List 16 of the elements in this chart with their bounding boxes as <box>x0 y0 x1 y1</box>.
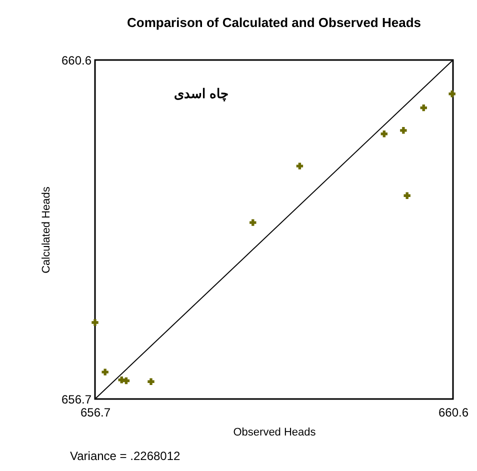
point <box>122 377 130 384</box>
point <box>400 127 407 134</box>
point <box>92 319 98 326</box>
point <box>380 130 388 138</box>
point <box>148 378 154 385</box>
x-axis-title: Observed Heads <box>233 426 316 438</box>
y-axis-title: Calculated Heads <box>40 186 52 274</box>
point <box>448 90 456 98</box>
point <box>296 162 304 170</box>
text: Variance = .2268012 <box>70 449 181 463</box>
point <box>404 192 410 199</box>
point <box>102 368 108 376</box>
annotation: چاه اسدی <box>174 86 228 101</box>
point <box>250 219 256 226</box>
chart-title: Comparison of Calculated and Observed Heads <box>126 15 422 30</box>
point <box>420 104 427 112</box>
